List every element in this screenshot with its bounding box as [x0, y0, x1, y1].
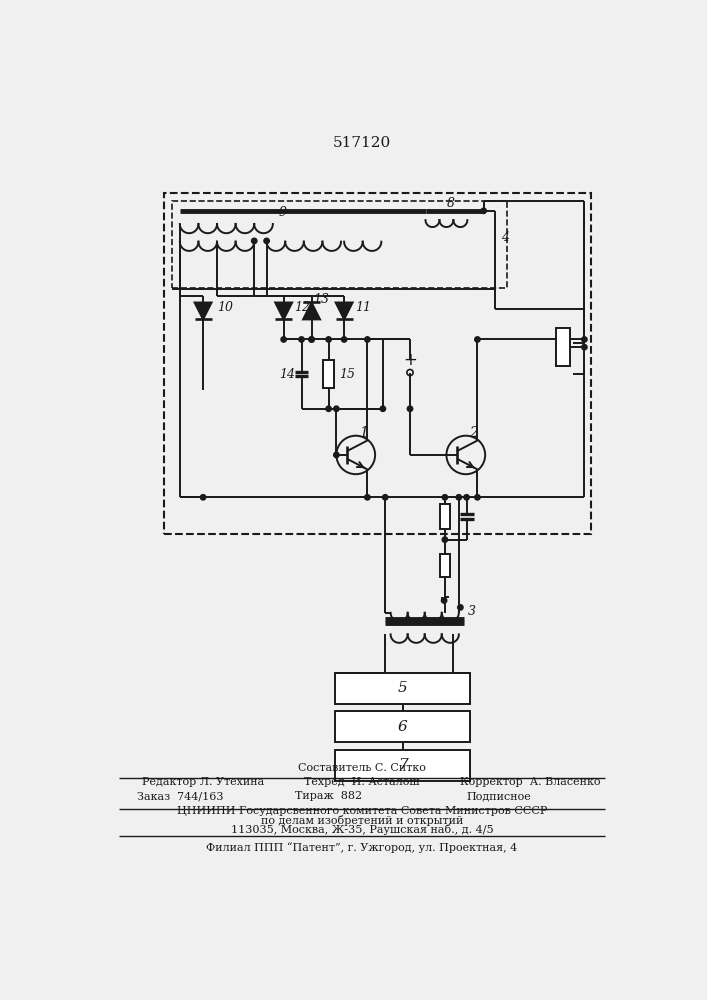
Text: 113035, Москва, Ж-35, Раушская наб., д. 4/5: 113035, Москва, Ж-35, Раушская наб., д. … — [230, 824, 493, 835]
Bar — [335, 750, 470, 781]
Polygon shape — [275, 302, 292, 319]
Bar — [323, 360, 334, 388]
Circle shape — [326, 406, 332, 411]
Text: Техред  И. Асталош: Техред И. Асталош — [304, 777, 420, 787]
Bar — [164, 193, 590, 534]
Text: 13: 13 — [313, 293, 329, 306]
Circle shape — [441, 598, 447, 603]
Polygon shape — [303, 302, 320, 319]
Text: Подписное: Подписное — [467, 791, 532, 801]
Circle shape — [442, 495, 448, 500]
Circle shape — [252, 238, 257, 244]
Bar — [440, 554, 450, 577]
Circle shape — [264, 238, 269, 244]
Bar — [172, 201, 507, 288]
Text: 517120: 517120 — [333, 136, 391, 150]
Text: 14: 14 — [279, 368, 296, 381]
Text: 8: 8 — [447, 197, 455, 210]
Bar — [335, 711, 470, 742]
Circle shape — [442, 537, 448, 542]
Text: 9: 9 — [278, 206, 286, 219]
Circle shape — [481, 208, 486, 214]
Circle shape — [456, 495, 462, 500]
Text: 1: 1 — [359, 426, 368, 440]
Text: по делам изобретений и открытий: по делам изобретений и открытий — [261, 815, 463, 826]
Circle shape — [309, 337, 315, 342]
Circle shape — [334, 406, 339, 411]
Text: 10: 10 — [217, 301, 233, 314]
Text: 5: 5 — [398, 681, 407, 695]
Text: Корректор  А. Власенко: Корректор А. Власенко — [460, 777, 600, 787]
Circle shape — [474, 337, 480, 342]
Text: Редактор Л. Утехина: Редактор Л. Утехина — [142, 777, 264, 787]
Text: ЦНИИПИ Государсвенного комитета Совета Министров СССР: ЦНИИПИ Государсвенного комитета Совета М… — [177, 806, 547, 816]
Text: 6: 6 — [398, 720, 407, 734]
Circle shape — [380, 406, 385, 411]
Circle shape — [365, 337, 370, 342]
Text: 4: 4 — [501, 231, 508, 244]
Text: +: + — [403, 351, 417, 369]
Circle shape — [382, 495, 388, 500]
Text: 11: 11 — [355, 301, 371, 314]
Circle shape — [365, 495, 370, 500]
Circle shape — [326, 337, 332, 342]
Circle shape — [464, 495, 469, 500]
Polygon shape — [336, 302, 353, 319]
Circle shape — [200, 495, 206, 500]
Bar — [556, 328, 570, 366]
Circle shape — [457, 605, 463, 610]
Text: 15: 15 — [339, 368, 356, 381]
Circle shape — [474, 495, 480, 500]
Circle shape — [299, 337, 304, 342]
Text: Тираж  882: Тираж 882 — [295, 791, 362, 801]
Polygon shape — [194, 302, 211, 319]
Text: Филиал ППП “Патент”, г. Ужгород, ул. Проектная, 4: Филиал ППП “Патент”, г. Ужгород, ул. Про… — [206, 842, 518, 853]
Text: 12: 12 — [295, 301, 310, 314]
Circle shape — [334, 452, 339, 458]
Text: 3: 3 — [468, 605, 476, 618]
Text: 2: 2 — [469, 426, 478, 440]
Circle shape — [582, 344, 587, 350]
Circle shape — [582, 337, 587, 342]
Text: Составитель С. Ситко: Составитель С. Ситко — [298, 763, 426, 773]
Text: 7: 7 — [398, 758, 407, 772]
Text: Заказ  744/163: Заказ 744/163 — [136, 791, 223, 801]
Bar — [335, 673, 470, 704]
Circle shape — [281, 337, 286, 342]
Circle shape — [341, 337, 347, 342]
Bar — [440, 504, 450, 529]
Circle shape — [309, 337, 315, 342]
Circle shape — [407, 406, 413, 411]
